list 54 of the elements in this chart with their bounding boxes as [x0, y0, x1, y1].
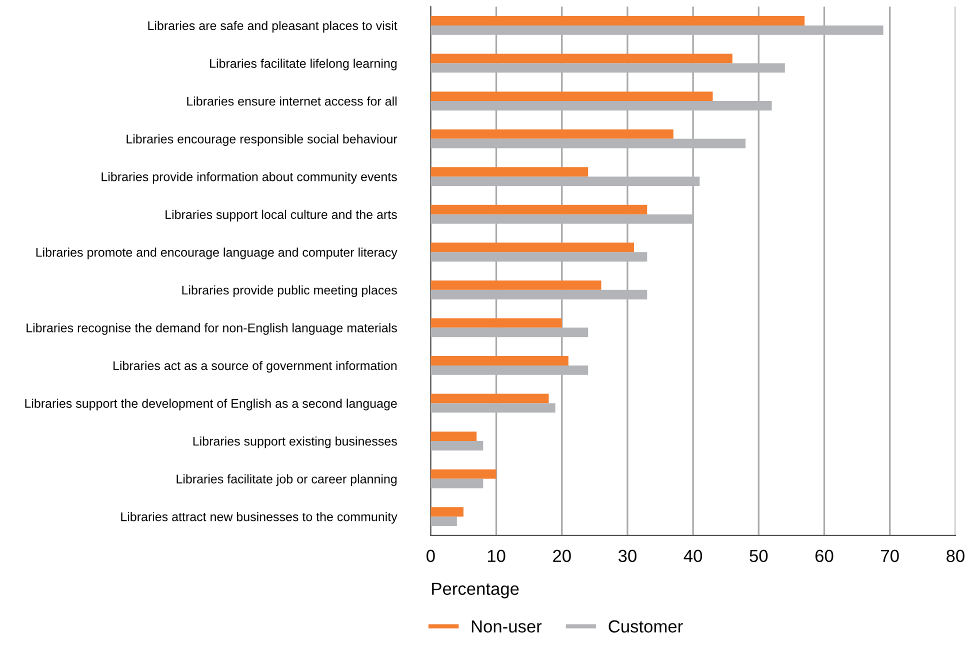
bar	[430, 356, 568, 366]
y-tick-label: Libraries recognise the demand for non-English language materials	[26, 323, 397, 335]
y-tick-label: Libraries support local culture and the arts	[166, 210, 397, 222]
x-tick-label: 60	[815, 550, 834, 562]
y-tick-label: Libraries facilitate lifelong learning	[210, 58, 397, 70]
bar	[430, 204, 648, 214]
bar	[430, 167, 588, 177]
y-tick-label: Libraries encourage responsible social behaviour	[126, 134, 398, 146]
legend-label: Non-user	[472, 620, 542, 633]
bar	[430, 54, 732, 64]
bar	[430, 129, 674, 139]
x-tick-label: 0	[426, 550, 435, 562]
y-tick-label: Libraries provide public meeting places	[182, 285, 397, 298]
bar	[430, 318, 562, 328]
bar	[430, 101, 772, 110]
bar	[430, 25, 884, 35]
x-tick-label: 40	[684, 550, 702, 562]
x-tick-label: 50	[750, 550, 768, 562]
bar	[430, 432, 477, 442]
x-axis-title: Percentage	[432, 582, 519, 598]
y-tick-label: Libraries promote and encourage language and computer literacy	[36, 248, 398, 260]
bar	[430, 214, 694, 224]
bar	[430, 290, 648, 300]
y-tick-label: Libraries support the development of English as a second language	[25, 398, 397, 410]
bar	[430, 252, 648, 262]
y-tick-label: Libraries act as a source of government information	[114, 360, 397, 373]
bar	[430, 441, 484, 450]
bar	[430, 242, 634, 252]
bar	[430, 176, 700, 186]
bar	[430, 469, 496, 479]
bar	[430, 403, 556, 413]
x-tick-label: 10	[488, 550, 506, 562]
x-tick-label: 80	[946, 550, 964, 562]
y-tick-label: Libraries provide information about community events	[102, 172, 397, 184]
y-tick-label: Libraries support existing businesses	[193, 436, 397, 448]
bar	[430, 63, 785, 73]
bar	[430, 16, 805, 26]
bar	[430, 478, 484, 488]
legend-label: Customer	[608, 620, 683, 633]
y-tick-label: Libraries attract new businesses to the community	[121, 512, 398, 524]
bar	[430, 280, 602, 290]
bar	[430, 394, 549, 404]
bar	[430, 138, 746, 148]
y-tick-label: Libraries facilitate job or career planning	[176, 474, 397, 486]
x-tick-label: 70	[881, 550, 899, 562]
y-tick-label: Libraries are safe and pleasant places to visit	[148, 20, 398, 33]
bar	[430, 507, 464, 517]
bar	[430, 92, 713, 102]
y-tick-label: Libraries ensure internet access for all	[187, 96, 397, 106]
bar	[430, 328, 588, 338]
bar	[430, 516, 457, 526]
x-tick-label: 20	[553, 550, 571, 562]
bar	[430, 365, 588, 375]
x-tick-label: 30	[618, 550, 636, 562]
